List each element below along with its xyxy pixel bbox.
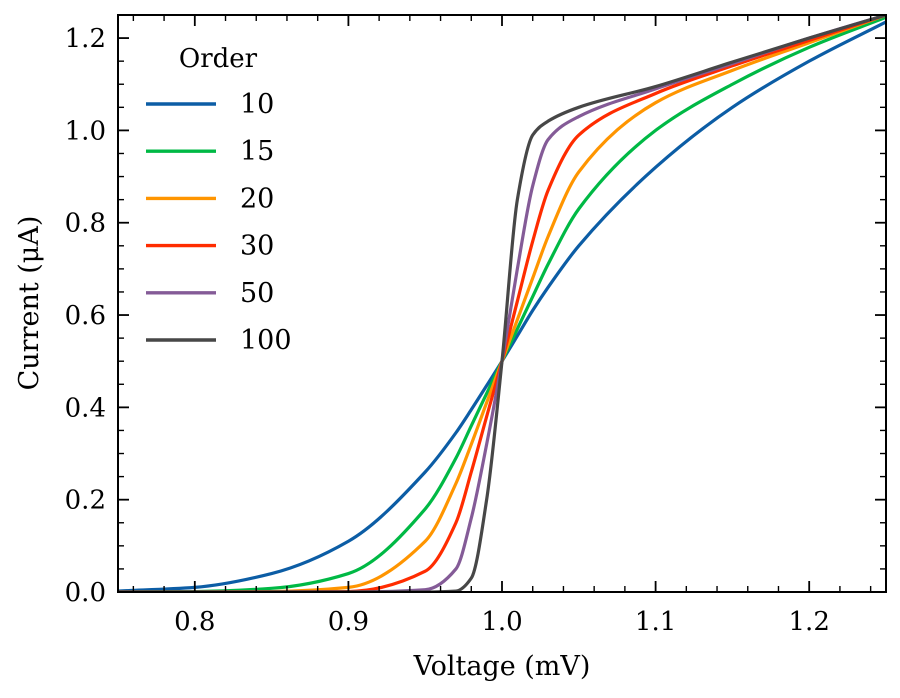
x-axis-title: Voltage (mV) [413,651,591,682]
legend-title: Order [179,44,258,74]
series-line-15 [118,15,886,592]
series-line-30 [118,15,886,592]
legend-item-30: 30 [146,231,274,262]
y-tick-label: 0.0 [65,578,106,608]
x-tick-label: 1.2 [789,607,830,637]
series-line-10 [118,20,886,592]
y-tick-label: 0.8 [65,209,106,239]
legend-item-20: 20 [146,183,274,214]
legend-label: 30 [240,231,274,262]
legend: Order 10 15 20 30 50 100 [146,44,292,356]
y-tick-label: 0.2 [65,486,106,516]
y-axis-title: Current (μA) [14,216,45,391]
x-tick-label: 1.0 [481,607,522,637]
legend-item-100: 100 [146,325,292,356]
series-line-50 [118,15,886,592]
x-tick-label: 1.1 [635,607,676,637]
x-tick-label: 0.9 [328,607,369,637]
series-line-20 [118,15,886,592]
y-tick-labels: 0.0 0.2 0.4 0.6 0.8 1.0 1.2 [65,24,106,608]
plot-frame [117,14,887,593]
series-line-100 [118,15,886,592]
legend-label: 100 [240,325,292,356]
tick-layer [118,15,886,593]
legend-item-15: 15 [146,136,274,167]
legend-label: 15 [240,136,274,167]
legend-label: 10 [240,89,274,120]
series-layer [118,15,886,592]
y-tick-label: 1.2 [65,24,106,54]
legend-label: 20 [240,183,274,214]
legend-label: 50 [240,278,274,309]
legend-item-50: 50 [146,278,274,309]
x-tick-labels: 0.8 0.9 1.0 1.1 1.2 [174,607,830,637]
y-tick-label: 0.4 [65,393,106,423]
x-tick-label: 0.8 [174,607,215,637]
y-tick-label: 0.6 [65,301,106,331]
y-tick-label: 1.0 [65,116,106,146]
legend-item-10: 10 [146,89,274,120]
